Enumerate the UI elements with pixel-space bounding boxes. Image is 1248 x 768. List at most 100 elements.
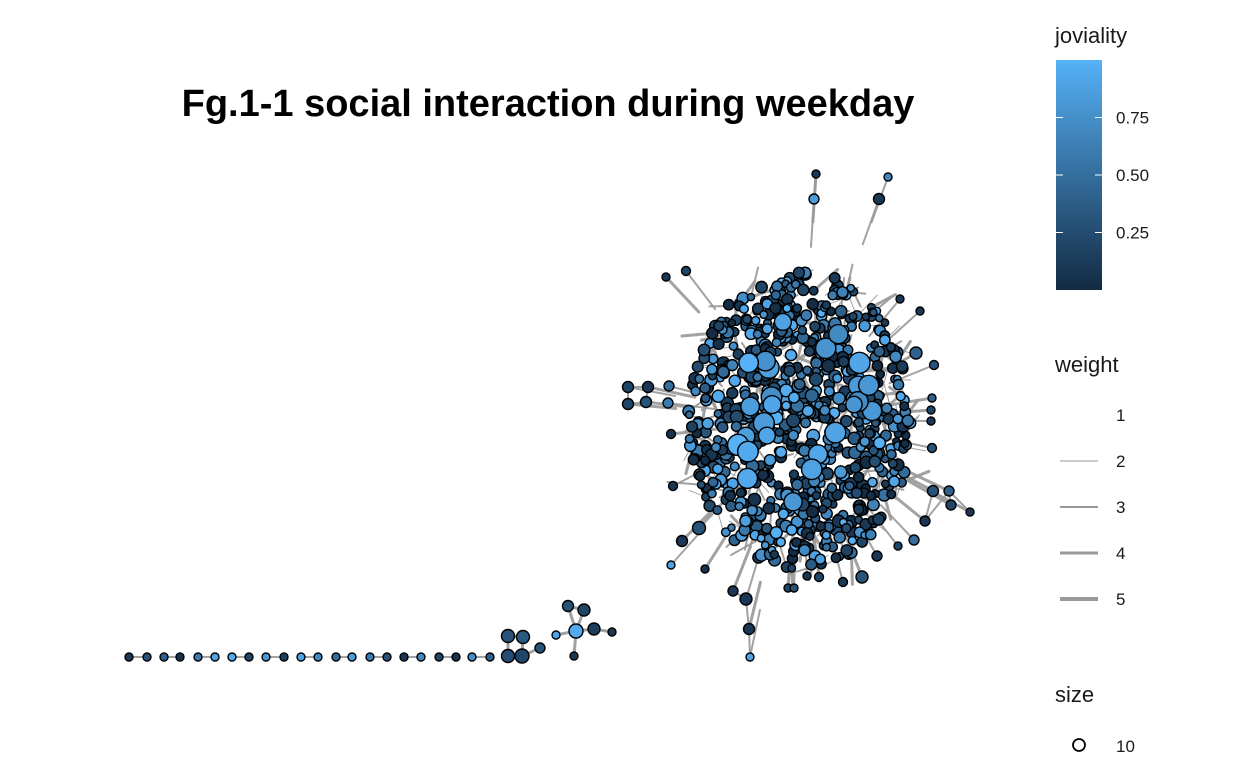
node: [467, 652, 477, 662]
node: [840, 544, 854, 557]
node: [872, 192, 886, 206]
node: [712, 337, 725, 351]
node: [666, 560, 676, 570]
edge: [749, 609, 761, 658]
chart-title: Fg.1-1 social interaction during weekday: [182, 83, 915, 125]
node: [730, 420, 742, 433]
node: [804, 388, 819, 403]
node: [727, 523, 736, 532]
node: [791, 478, 804, 491]
node: [728, 341, 739, 351]
node: [742, 622, 756, 636]
node: [800, 417, 812, 429]
node: [943, 485, 955, 497]
node: [296, 652, 306, 662]
node: [926, 405, 936, 415]
node: [858, 319, 871, 333]
node: [661, 272, 671, 282]
node: [805, 531, 815, 541]
node: [926, 416, 936, 426]
weight-key-label: 2: [1116, 452, 1125, 471]
node: [832, 373, 843, 384]
node: [716, 365, 730, 379]
node: [787, 429, 800, 442]
weight-legend-title: weight: [1054, 352, 1119, 377]
weight-key-label: 1: [1116, 406, 1125, 425]
node: [841, 522, 852, 534]
node: [844, 480, 855, 491]
node: [534, 642, 546, 654]
node: [853, 417, 864, 428]
node: [821, 300, 832, 310]
node: [814, 553, 826, 565]
node: [728, 374, 742, 388]
node: [800, 309, 813, 322]
node: [798, 543, 811, 557]
node: [500, 628, 516, 644]
node: [815, 520, 827, 532]
edge: [879, 504, 915, 541]
node: [705, 326, 719, 340]
node: [739, 514, 752, 528]
joviality-colorbar: [1056, 60, 1102, 290]
edge: [861, 198, 880, 246]
node: [861, 312, 871, 322]
node: [774, 445, 788, 459]
node: [792, 266, 806, 279]
node: [887, 458, 898, 469]
node: [347, 652, 357, 662]
node: [514, 648, 530, 664]
node: [735, 487, 747, 498]
node: [694, 373, 705, 384]
node: [775, 536, 787, 548]
node: [878, 334, 891, 346]
node: [833, 465, 848, 479]
node: [757, 469, 769, 481]
node: [680, 265, 692, 277]
size-legend-title: size: [1055, 682, 1094, 707]
node: [770, 289, 782, 301]
edge: [646, 385, 697, 399]
node: [761, 323, 773, 335]
node: [819, 404, 831, 417]
edge: [670, 528, 704, 566]
node: [871, 550, 883, 562]
node: [175, 652, 185, 662]
node: [577, 603, 591, 617]
node: [757, 426, 776, 445]
node: [919, 515, 931, 527]
node: [684, 410, 694, 420]
node: [279, 652, 289, 662]
node: [833, 530, 847, 544]
node: [752, 372, 763, 383]
node: [690, 385, 701, 397]
node: [830, 552, 842, 564]
node: [836, 286, 849, 299]
weight-key-label: 5: [1116, 590, 1125, 609]
node: [747, 492, 762, 507]
node: [874, 313, 884, 323]
node: [331, 652, 341, 662]
node: [783, 492, 803, 512]
node: [895, 294, 905, 304]
node: [821, 530, 831, 540]
node: [787, 391, 801, 404]
node: [745, 652, 755, 662]
node: [785, 413, 801, 428]
node: [662, 397, 674, 409]
node: [639, 395, 653, 409]
node: [965, 507, 975, 517]
node: [716, 421, 729, 434]
node: [806, 297, 819, 311]
node: [760, 540, 770, 550]
node: [313, 652, 323, 662]
node: [864, 428, 875, 439]
node: [755, 280, 768, 294]
edge: [664, 275, 701, 314]
node: [713, 320, 725, 332]
edge: [924, 490, 950, 522]
node: [892, 378, 905, 391]
node: [734, 501, 745, 512]
node: [928, 359, 940, 371]
size-legend: size 10: [1055, 682, 1135, 756]
